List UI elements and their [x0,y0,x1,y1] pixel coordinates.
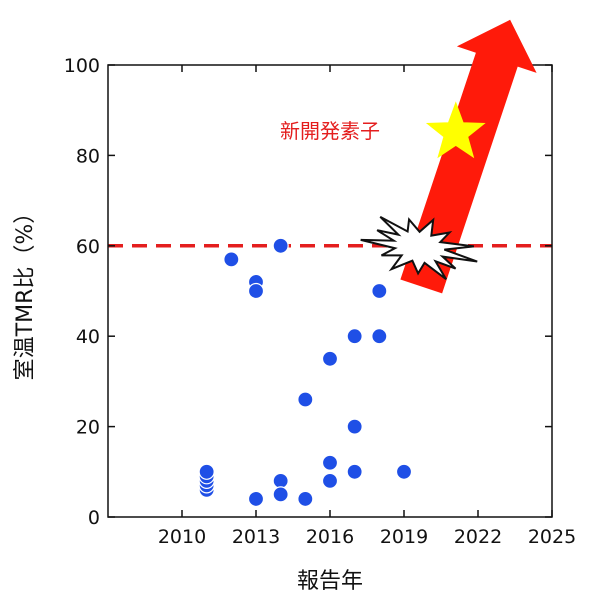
burst-icon [360,215,478,281]
data-point [297,391,314,408]
x-tick-label: 2013 [232,526,280,548]
data-point [272,486,289,503]
annotation-layer: 新開発素子 [280,19,537,294]
y-tick-label: 40 [76,326,100,348]
data-point [297,490,314,508]
y-tick-label: 0 [88,507,100,529]
data-point [321,454,339,471]
data-point [272,472,289,489]
y-tick-label: 80 [76,145,100,167]
axis-layer: 2010 2013 2016 2019 2022 2025 0 20 40 60 80 100 [64,55,576,548]
data-point [198,463,215,480]
x-tick-label: 2016 [306,526,354,548]
data-point [346,418,363,435]
data-point [371,282,388,300]
star-icon [425,101,486,159]
y-tick-label: 100 [64,55,100,77]
data-point [371,328,388,345]
data-point [247,282,265,300]
y-tick-label: 60 [76,236,100,258]
y-tick-label: 20 [76,417,100,439]
plot-layer [108,237,552,508]
x-tick-label: 2025 [528,526,576,548]
data-point [321,350,339,367]
data-point [247,490,265,508]
x-axis-title: 報告年 [297,569,363,594]
data-point [272,237,289,254]
data-point [346,463,363,480]
data-point [321,472,339,489]
data-point [223,251,240,268]
highlight-arrow [400,19,537,294]
data-point [346,328,363,345]
annotation-label: 新開発素子 [280,119,380,143]
x-tick-label: 2022 [454,526,502,548]
data-point [395,463,413,480]
x-tick-label: 2010 [158,526,206,548]
x-tick-label: 2019 [380,526,428,548]
y-axis-title: 室温TMR比（%） [13,202,38,381]
